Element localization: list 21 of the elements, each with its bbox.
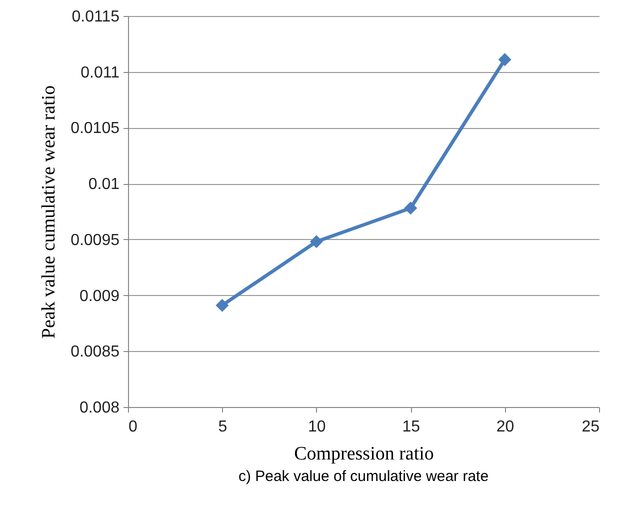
x-tick-label: 0 — [128, 418, 138, 436]
y-axis-title: Peak value cumulative wear ratio — [38, 85, 60, 339]
y-tick-label: 0.0115 — [72, 8, 120, 26]
y-tick-label: 0.008 — [79, 400, 120, 416]
y-tick-label: 0.009 — [79, 288, 120, 305]
y-tick-label: 0.011 — [80, 64, 120, 82]
point — [310, 235, 323, 248]
text: c) Peak value of cumulative wear rate — [238, 468, 489, 485]
point — [404, 202, 418, 215]
x-tick-label: 20 — [496, 418, 514, 436]
x-tick-label: 25 — [582, 418, 600, 436]
y-tick-label: 0.0105 — [70, 120, 120, 138]
x-tick-label: 15 — [402, 418, 420, 436]
y-tick-label: 0.0095 — [70, 232, 120, 249]
point — [498, 53, 512, 66]
x-tick-label: 5 — [218, 418, 228, 436]
y-tick-label: 0.0085 — [70, 344, 120, 361]
x-axis-title: Compression ratio — [294, 444, 434, 464]
point — [216, 298, 229, 312]
x-tick-label: 10 — [308, 418, 326, 436]
y-tick-label: 0.01 — [88, 176, 120, 194]
